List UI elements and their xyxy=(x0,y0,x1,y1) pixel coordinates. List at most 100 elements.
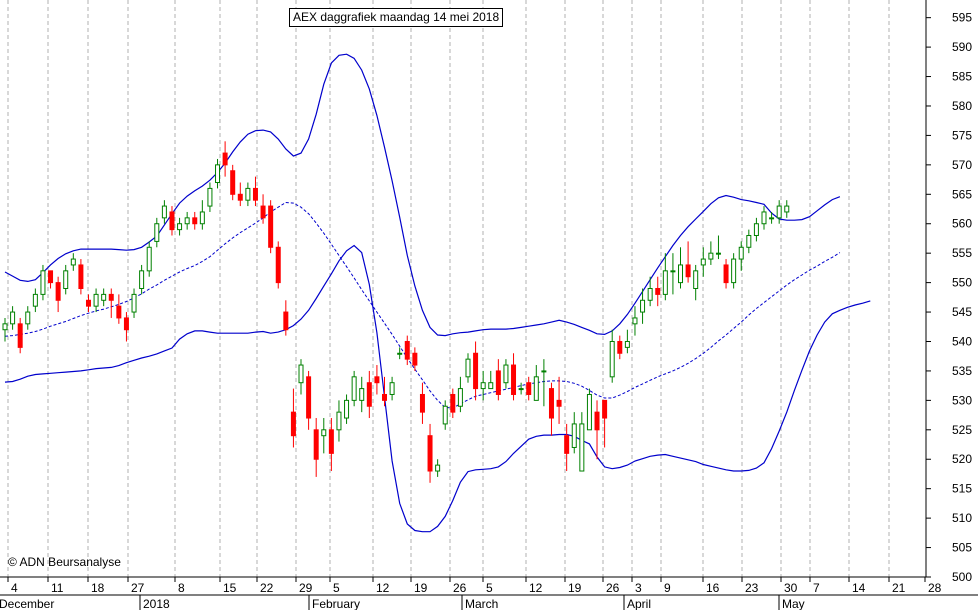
y-tick-label: 510 xyxy=(952,511,972,525)
candle-body-down xyxy=(55,282,61,301)
candle xyxy=(419,382,425,424)
candle xyxy=(374,365,380,395)
moving-average-line xyxy=(4,201,841,409)
y-tick-label: 545 xyxy=(952,305,972,319)
candle-body-down xyxy=(78,264,84,289)
candle xyxy=(63,264,69,295)
x-tick-label: 5 xyxy=(333,581,340,595)
y-tick-label: 560 xyxy=(952,217,972,231)
chart-title: AEX daggrafiek maandag 14 mei 2018 xyxy=(289,8,504,27)
candle-body-up xyxy=(207,187,213,207)
x-tick-label: 21 xyxy=(892,581,906,595)
candle-body-up xyxy=(693,270,699,289)
candle-body-up xyxy=(184,217,190,225)
candle-body-up xyxy=(609,340,615,378)
y-tick-label: 555 xyxy=(952,246,972,260)
candle xyxy=(131,288,137,318)
candle xyxy=(640,288,646,324)
candle xyxy=(268,200,274,254)
candle xyxy=(655,276,661,307)
candle xyxy=(10,306,16,330)
candle xyxy=(761,206,767,230)
candle-body-down xyxy=(723,264,729,284)
candle xyxy=(161,200,167,224)
y-tick-label: 535 xyxy=(952,364,972,378)
candle xyxy=(617,335,623,360)
candle-body-up xyxy=(776,205,782,219)
candle xyxy=(40,264,46,301)
candle xyxy=(624,329,630,354)
x-month-label: March xyxy=(465,597,498,610)
candle xyxy=(283,300,289,336)
candle xyxy=(769,211,775,224)
candle xyxy=(328,418,334,472)
candle-body-down xyxy=(419,393,425,413)
candle-body-down xyxy=(374,376,380,384)
candle-body-up xyxy=(101,293,107,301)
candle xyxy=(723,259,729,289)
candle xyxy=(55,276,61,313)
y-tick-label: 530 xyxy=(952,393,972,407)
candle-body-up xyxy=(10,311,16,325)
candle xyxy=(776,200,782,224)
y-tick-label: 505 xyxy=(952,541,972,555)
candle xyxy=(32,288,38,313)
x-tick-label: 29 xyxy=(299,581,313,595)
candle xyxy=(602,399,608,448)
candle-body-down xyxy=(427,435,433,472)
y-tick-label: 585 xyxy=(952,70,972,84)
candle xyxy=(753,217,759,242)
candle xyxy=(526,376,532,401)
candle-body-down xyxy=(17,323,23,348)
x-tick-label: 4 xyxy=(11,581,18,595)
candle-body-up xyxy=(488,382,494,390)
candle xyxy=(579,412,585,472)
y-tick-label: 515 xyxy=(952,482,972,496)
candle-body-down xyxy=(511,364,517,395)
candle-body-up xyxy=(571,423,577,448)
candle xyxy=(252,176,258,207)
candle-body-down xyxy=(108,293,114,301)
x-tick-label: 28 xyxy=(928,581,942,595)
y-tick-label: 570 xyxy=(952,158,972,172)
candle xyxy=(465,353,471,383)
candle xyxy=(222,141,228,177)
candle xyxy=(427,423,433,483)
candle xyxy=(215,158,221,189)
x-tick-label: 26 xyxy=(606,581,620,595)
candle-body-down xyxy=(328,429,334,454)
x-month-label: December xyxy=(0,597,54,610)
candle-body-down xyxy=(685,264,691,278)
candle-body-up xyxy=(177,223,183,231)
candle xyxy=(746,229,752,254)
candle xyxy=(177,217,183,236)
candle xyxy=(685,241,691,283)
x-month-label: May xyxy=(782,597,805,610)
x-tick-label: 5 xyxy=(486,581,493,595)
x-tick-label: 23 xyxy=(745,581,759,595)
candle-body-up xyxy=(457,388,463,407)
x-month-label: February xyxy=(312,597,360,610)
x-month-label: April xyxy=(627,597,651,610)
candle xyxy=(412,347,418,371)
lower-band-line xyxy=(4,244,871,533)
candle-body-down xyxy=(290,411,296,437)
candle-body-up xyxy=(146,246,152,272)
candle xyxy=(518,382,524,395)
candle-body-up xyxy=(435,464,441,472)
candle-body-up xyxy=(746,235,752,248)
candle-body-up xyxy=(579,423,585,472)
candle xyxy=(139,264,145,295)
candle xyxy=(237,182,243,207)
candle-body-up xyxy=(298,364,304,384)
candle-body-up xyxy=(2,323,8,331)
candle xyxy=(404,335,410,366)
candle xyxy=(298,359,304,395)
candle xyxy=(700,247,706,277)
candle-body-up xyxy=(344,399,350,419)
candle-body-up xyxy=(731,258,737,284)
price-candles xyxy=(2,141,790,483)
candle xyxy=(245,182,251,207)
candle xyxy=(662,253,668,301)
